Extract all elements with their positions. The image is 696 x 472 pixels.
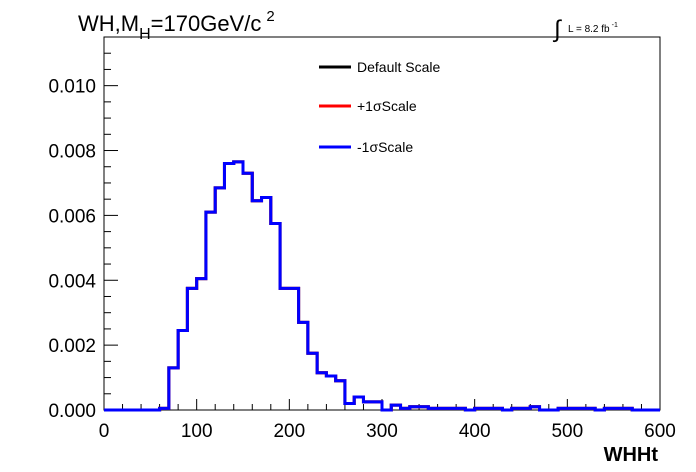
series-line-1: [104, 160, 660, 412]
luminosity-text: L = 8.2 fb: [568, 24, 610, 35]
frame: [103, 36, 661, 411]
x-axis-label: WHHt: [604, 444, 659, 466]
x-tick-label: 200: [273, 421, 305, 442]
title-sup: 2: [266, 8, 274, 25]
y-tick-label: 0.010: [48, 77, 96, 98]
y-axis: 0.000 0.002 0.004 0.006 0.008 0.010: [48, 36, 118, 422]
series-line-2: [104, 160, 660, 412]
series-line-0: [104, 160, 660, 412]
title-sub: H: [139, 26, 151, 43]
plot-title: WH,MH=170GeV/c 2: [78, 8, 275, 43]
x-tick-label: 0: [99, 421, 110, 442]
y-tick-label: 0.002: [48, 336, 96, 357]
x-axis: 0 100 200 300 400 500 600: [99, 399, 676, 442]
series-group: [104, 160, 660, 412]
title-main: WH,M: [78, 11, 139, 36]
legend: Default Scale +1σScale -1σScale: [319, 59, 440, 155]
y-tick-label: 0.000: [48, 401, 96, 422]
integral-icon: ∫: [552, 16, 562, 43]
x-tick-label: 100: [181, 421, 213, 442]
y-tick-label: 0.006: [48, 206, 96, 227]
x-tick-label: 300: [366, 421, 398, 442]
legend-label: +1σScale: [357, 98, 417, 114]
y-tick-label: 0.008: [48, 142, 96, 163]
luminosity-sup: -1: [612, 22, 618, 29]
y-tick-label: 0.004: [48, 271, 96, 292]
luminosity-label: L = 8.2 fb -1: [568, 22, 618, 35]
legend-label: Default Scale: [357, 59, 440, 75]
title-rest: =170GeV/c: [151, 11, 262, 36]
x-tick-label: 500: [551, 421, 583, 442]
x-tick-label: 400: [459, 421, 491, 442]
legend-label: -1σScale: [357, 139, 413, 155]
x-tick-label: 600: [644, 421, 676, 442]
